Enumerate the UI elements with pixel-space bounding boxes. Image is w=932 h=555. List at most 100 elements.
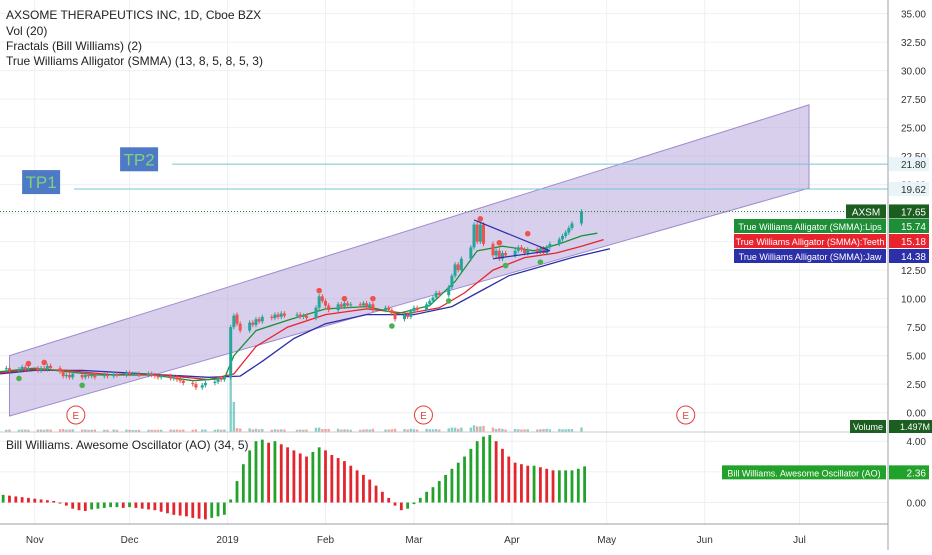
candle (86, 372, 90, 379)
candle (431, 295, 435, 304)
candle (579, 209, 583, 226)
candle-body (49, 365, 53, 369)
candle-body (23, 367, 27, 370)
alligator-teeth-tag: True Williams Alligator (SMMA):Teeth (736, 237, 885, 247)
ao-bar (564, 470, 568, 503)
volume-bar (340, 429, 343, 432)
alligator-lips-value-bg (889, 219, 929, 233)
ao-bar (267, 442, 271, 503)
volume-bar (251, 429, 255, 432)
candle (301, 313, 305, 320)
symbol-tag: AXSM (852, 207, 880, 218)
volume-bar (65, 429, 68, 432)
volume-bar (273, 429, 277, 432)
alligator-jaw-tag: True Williams Alligator (SMMA):Jaw (739, 252, 882, 262)
ao-bar (185, 502, 188, 517)
candle (248, 320, 252, 333)
triangle-line (492, 250, 550, 260)
ao-bar (109, 502, 113, 508)
ao-bar (406, 502, 410, 509)
candle (425, 302, 429, 313)
ao-bar (204, 502, 207, 520)
candle (447, 284, 451, 298)
volume-bar (172, 429, 176, 432)
candle-body (453, 264, 457, 276)
ao-bar (469, 448, 473, 503)
tp1-price-badge-bg (889, 181, 929, 196)
candle-body (273, 314, 277, 319)
ao-bar (1, 494, 5, 503)
alligator-jaw-value: 14.38 (901, 252, 926, 263)
volume-bar (406, 429, 409, 432)
volume-bar (254, 428, 258, 432)
candle (200, 382, 204, 390)
candle-body (254, 319, 258, 325)
candle (254, 316, 258, 328)
volume-bar (216, 429, 220, 432)
volume-bar (472, 425, 476, 432)
candle-body (115, 373, 119, 376)
ao-bar (444, 474, 447, 503)
symbol-tag-bg (846, 204, 886, 219)
candle (251, 320, 255, 328)
candle-body (548, 243, 552, 248)
candle-body (323, 300, 327, 306)
candle (361, 300, 365, 308)
ao-bar (305, 456, 308, 503)
volume-bar (87, 429, 90, 432)
candle (68, 372, 72, 380)
candle (172, 375, 176, 381)
volume-bar (84, 429, 87, 432)
ao-bar (241, 464, 245, 503)
candle-body (150, 373, 154, 376)
earnings-marker-label: E (73, 411, 80, 422)
ao-bar (222, 502, 226, 515)
volume-bar (248, 428, 251, 432)
candle-body (320, 296, 324, 301)
candle-body (137, 373, 141, 376)
ao-bar (279, 444, 283, 503)
volume-bar (513, 429, 517, 432)
ao-bar (153, 502, 157, 511)
ao-bar (298, 453, 302, 503)
ao-bar (513, 462, 517, 503)
indicator-label-fractals: Fractals (Bill Williams) (2) (6, 39, 142, 53)
fractal-up-marker (370, 295, 376, 302)
candle-body (564, 232, 568, 236)
volume-bar (302, 429, 305, 432)
candle (482, 222, 486, 247)
candle (406, 312, 410, 320)
volume-bar (431, 429, 435, 432)
volume-bar (520, 429, 523, 432)
volume-bar (498, 428, 501, 432)
ao-bar (229, 499, 233, 503)
volume-bar (447, 428, 450, 432)
fractal-up-marker (25, 360, 32, 367)
volume-bar (8, 429, 11, 432)
fractal-up-marker (41, 359, 48, 366)
candle-body (213, 381, 217, 383)
volume-bar (403, 429, 406, 432)
candle-body (20, 367, 24, 370)
volume-bar (359, 429, 362, 432)
candle (564, 230, 568, 239)
volume-bar (317, 427, 321, 432)
volume-bar (295, 429, 299, 432)
ao-bar (90, 502, 94, 510)
candle (456, 262, 460, 273)
candle-body (131, 373, 135, 375)
candle-body (428, 300, 432, 305)
parallel-channel[interactable] (8, 104, 810, 417)
triangle-pattern[interactable] (473, 219, 551, 260)
ao-value: 2.36 (907, 468, 927, 479)
ao-bar (115, 502, 119, 508)
target-levels[interactable]: TP1 TP2 (0, 147, 888, 212)
candle-body (194, 384, 198, 388)
ao-bar (8, 495, 11, 503)
volume-bar (393, 428, 397, 432)
ao-bar (336, 458, 340, 503)
candle-body (68, 375, 72, 378)
ao-bar (507, 456, 511, 503)
